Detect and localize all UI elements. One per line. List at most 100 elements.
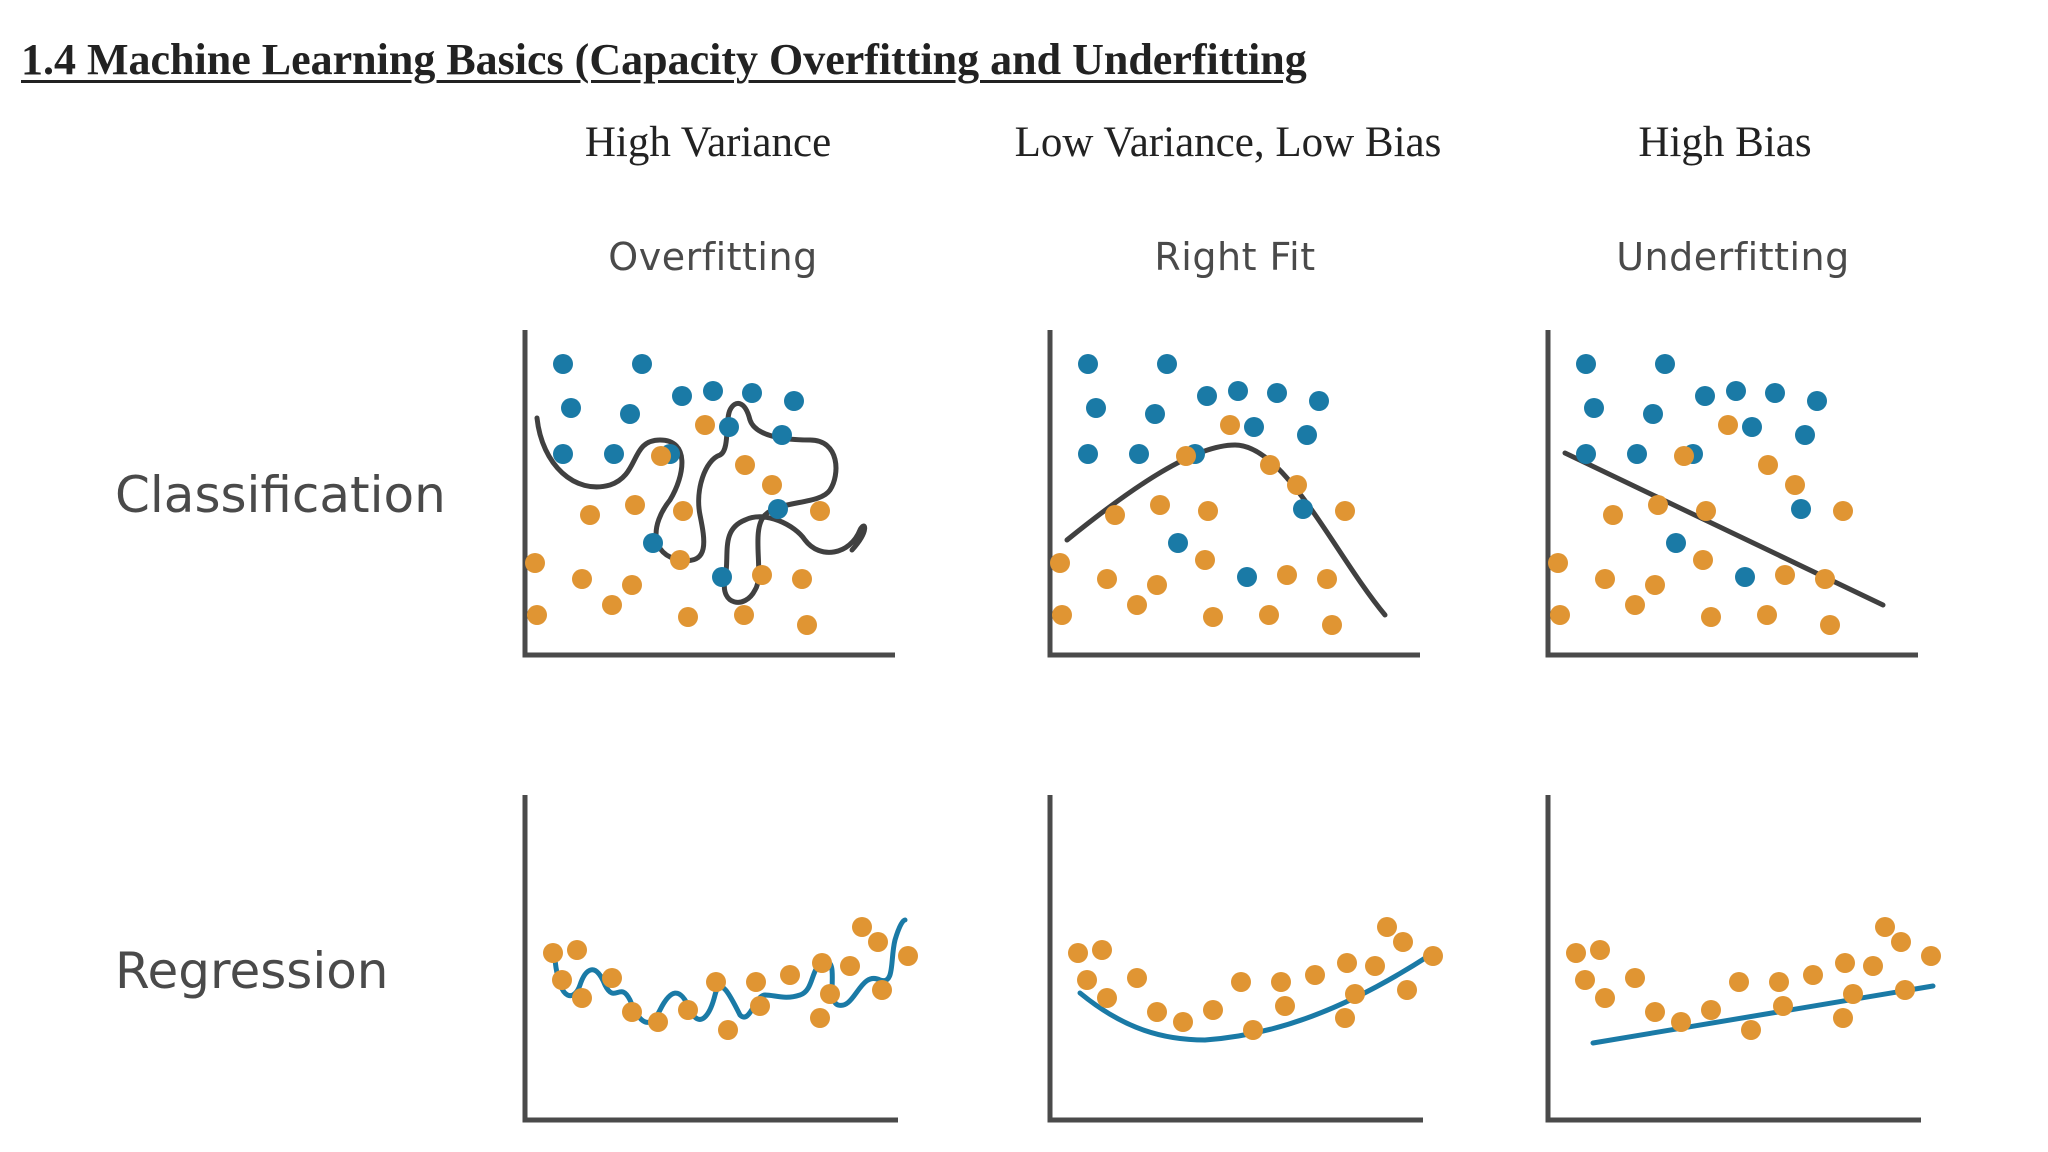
column-heading-high-variance: High Variance (584, 119, 832, 166)
regression-underfitting-plot (1545, 795, 1941, 1123)
class-b-point (602, 595, 622, 615)
class-b-point (580, 505, 600, 525)
data-point (552, 970, 572, 990)
class-a-point (553, 354, 573, 374)
data-point (1092, 940, 1112, 960)
class-b-point (622, 575, 642, 595)
data-point (840, 956, 860, 976)
class-b-point (1198, 501, 1218, 521)
class-b-point (810, 501, 830, 521)
data-point (1423, 946, 1443, 966)
class-b-point (797, 615, 817, 635)
class-a-point (620, 404, 640, 424)
column-heading-low-variance-low-bias: Low Variance, Low Bias (1014, 119, 1442, 166)
class-a-point (703, 381, 723, 401)
class-b-point (1820, 615, 1840, 635)
data-point (746, 972, 766, 992)
data-point (1271, 972, 1291, 992)
class-b-point (735, 455, 755, 475)
class-b-point (572, 569, 592, 589)
data-point (706, 972, 726, 992)
class-a-point (1791, 499, 1811, 519)
data-point (1835, 953, 1855, 973)
data-point (780, 965, 800, 985)
class-b-point (1757, 605, 1777, 625)
class-a-point (1807, 391, 1827, 411)
class-a-point (784, 391, 804, 411)
class-b-point (1203, 607, 1223, 627)
data-point (1097, 988, 1117, 1008)
column-heading-high-bias: High Bias (1638, 119, 1812, 166)
class-b-point (1833, 501, 1853, 521)
class-b-point (1220, 415, 1240, 435)
class-b-point (762, 475, 782, 495)
class-b-point (1701, 607, 1721, 627)
class-b-point (1645, 575, 1665, 595)
regression-curve (1590, 983, 1936, 1046)
class-a-point (1078, 444, 1098, 464)
class-b-point (1317, 569, 1337, 589)
subheading-underfitting: Underfitting (1616, 235, 1850, 279)
data-point (1068, 943, 1088, 963)
data-point (678, 1000, 698, 1020)
regression-overfitting-plot (522, 795, 918, 1123)
classification-underfitting-plot (1545, 330, 1918, 658)
class-b-point (1150, 495, 1170, 515)
class-a-point (1157, 354, 1177, 374)
regression-curve (552, 917, 908, 1025)
data-point (1701, 1000, 1721, 1020)
data-point (1833, 1008, 1853, 1028)
class-b-point (527, 605, 547, 625)
class-a-point (1309, 391, 1329, 411)
class-b-point (1758, 455, 1778, 475)
class-a-point (1666, 533, 1686, 553)
data-point (602, 968, 622, 988)
class-a-point (561, 398, 581, 418)
classification-right-fit-plot (1047, 330, 1420, 658)
class-a-point (1293, 499, 1313, 519)
class-b-point (651, 446, 671, 466)
class-a-point (742, 383, 762, 403)
class-b-point (1815, 569, 1835, 589)
class-b-point (1050, 553, 1070, 573)
data-point (1345, 984, 1365, 1004)
class-b-point (670, 550, 690, 570)
decision-boundary (1064, 442, 1388, 618)
class-b-point (1322, 615, 1342, 635)
axes (1545, 795, 1921, 1123)
class-a-point (768, 499, 788, 519)
data-point (1203, 1000, 1223, 1020)
class-b-point (1718, 415, 1738, 435)
data-point (1275, 996, 1295, 1016)
class-b-point (1550, 605, 1570, 625)
class-b-point (1335, 501, 1355, 521)
data-point (872, 980, 892, 1000)
data-point (1566, 943, 1586, 963)
data-point (1335, 1008, 1355, 1028)
class-a-point (643, 533, 663, 553)
class-a-point (1576, 444, 1596, 464)
class-b-point (673, 501, 693, 521)
class-b-point (625, 495, 645, 515)
class-b-point (1277, 565, 1297, 585)
class-b-point (1674, 446, 1694, 466)
class-b-point (1147, 575, 1167, 595)
class-a-point (1244, 417, 1264, 437)
class-b-point (678, 607, 698, 627)
class-b-point (1052, 605, 1072, 625)
page-title: 1.4 Machine Learning Basics (Capacity Ov… (21, 35, 1307, 84)
data-point (1891, 932, 1911, 952)
class-b-point (1625, 595, 1645, 615)
class-b-point (1259, 605, 1279, 625)
data-point (543, 943, 563, 963)
classification-overfitting-plot (522, 330, 895, 658)
class-b-point (1097, 569, 1117, 589)
class-a-point (604, 444, 624, 464)
data-point (1173, 1012, 1193, 1032)
data-point (718, 1020, 738, 1040)
data-point (1769, 972, 1789, 992)
data-point (898, 946, 918, 966)
class-a-point (772, 425, 792, 445)
row-label-regression: Regression (115, 942, 389, 1000)
data-point (1625, 968, 1645, 988)
